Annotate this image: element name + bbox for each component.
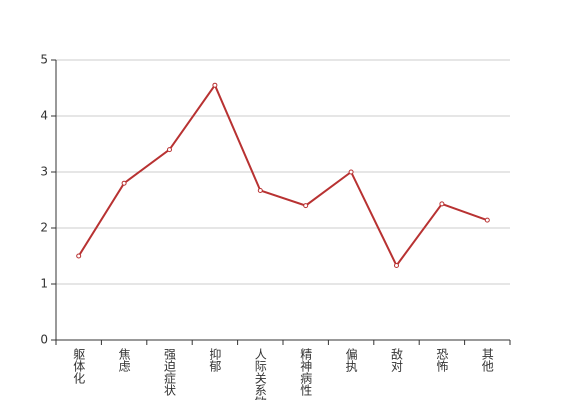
point [167,147,172,153]
point [394,263,399,269]
point [484,217,490,223]
x-tick-label: 其他 [480,348,494,372]
x-tick-label: 敌对 [390,347,404,372]
point [303,203,309,209]
x-tick-label: 焦虑 [117,348,131,372]
y-tick-label: 5 [40,53,48,67]
point [121,180,127,186]
x-tick-label: 人际关系敏感 [253,348,267,400]
y-tick-label: 2 [40,221,48,235]
x-tick-label: 躯体化 [72,347,86,385]
point [257,187,263,193]
x-tick-label: 抑郁 [208,347,222,373]
point [439,201,445,207]
point [212,82,218,88]
point [76,253,82,259]
y-tick-label: 1 [40,277,48,291]
y-tick-label: 4 [40,109,48,123]
x-tick-label: 偏执 [344,347,358,373]
line [77,83,488,268]
x-tick-label: 强迫症状 [163,348,177,396]
x-tick-label: 精神病性 [299,348,313,397]
y-tick-label: 3 [40,165,48,179]
y-tick-label: 0 [40,333,48,347]
point [348,169,354,175]
x-tick-label: 恐怖 [435,348,449,372]
